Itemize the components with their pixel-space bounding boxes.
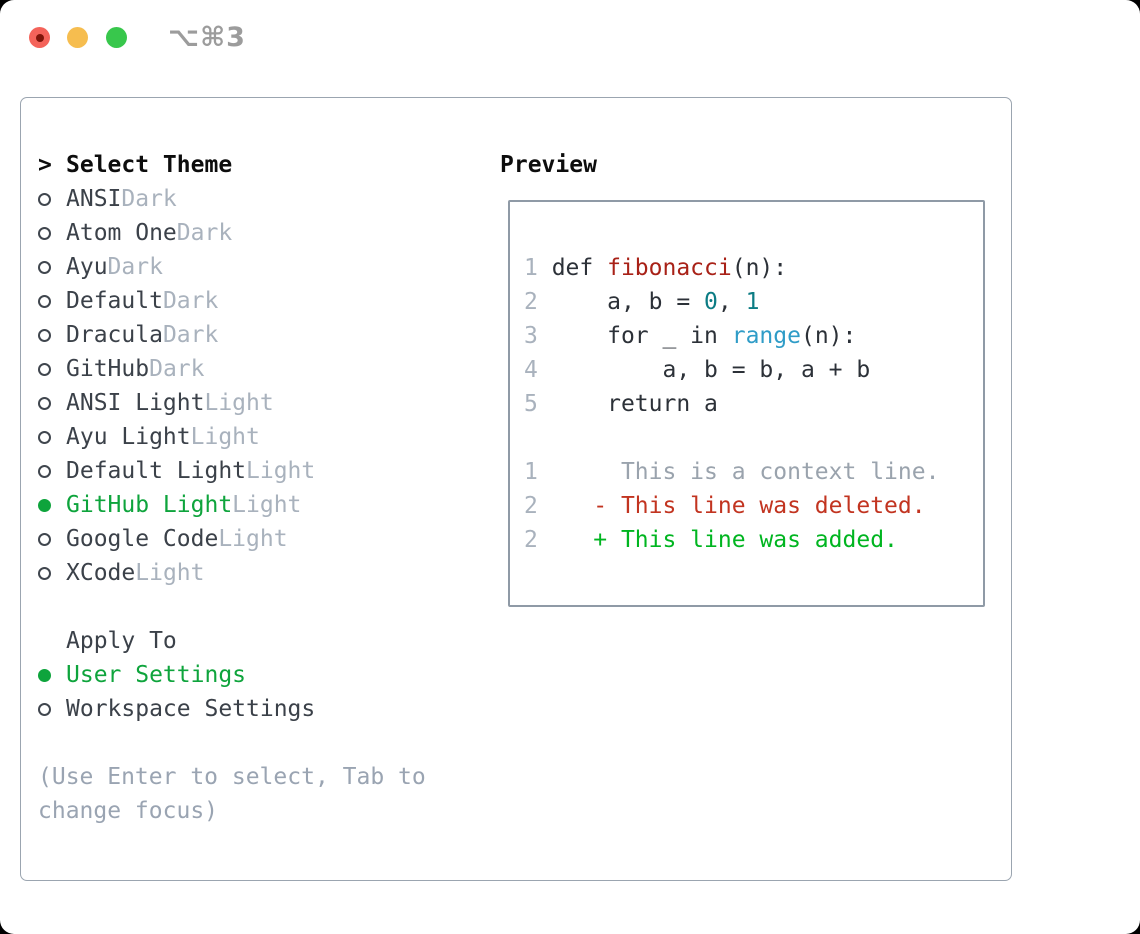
radio-icon [38, 702, 51, 716]
theme-option-github-light[interactable]: GitHub Light Light [38, 488, 478, 522]
radio-icon [38, 328, 51, 342]
radio-selected-icon [38, 498, 51, 512]
select-theme-title: Select Theme [66, 152, 233, 178]
spacer [38, 726, 478, 760]
option-label: Default Light [66, 458, 247, 484]
code-line: 5 return a [524, 391, 718, 417]
option-label: GitHub [66, 356, 150, 382]
option-label: Workspace Settings [66, 696, 316, 722]
option-variant-label: Dark [149, 356, 205, 382]
theme-option-ayu[interactable]: Ayu Dark [38, 250, 478, 284]
close-button[interactable] [29, 27, 50, 48]
radio-icon [38, 464, 51, 478]
radio-icon [38, 192, 51, 206]
option-variant-label: Light [135, 560, 205, 586]
option-variant-label: Dark [107, 254, 163, 280]
theme-option-dracula[interactable]: Dracula Dark [38, 318, 478, 352]
option-variant-label: Light [246, 458, 316, 484]
theme-option-atom-one[interactable]: Atom One Dark [38, 216, 478, 250]
apply-option-workspace-settings[interactable]: Workspace Settings [38, 692, 478, 726]
option-label: ANSI Light [66, 390, 205, 416]
option-label: Dracula [66, 322, 163, 348]
code-line: 4 a, b = b, a + b [524, 357, 871, 383]
option-variant-label: Light [218, 526, 288, 552]
theme-list: ANSI Dark Atom One Dark Ayu Dark Default Da… [38, 182, 478, 590]
radio-icon [38, 396, 51, 410]
theme-picker-panel [20, 97, 1012, 881]
radio-icon [38, 430, 51, 444]
option-label: Google Code [66, 526, 219, 552]
option-variant-label: Dark [121, 186, 177, 212]
select-theme-header: > Select Theme [38, 148, 478, 182]
option-label: Ayu [66, 254, 108, 280]
unsaved-changes-dot [35, 33, 44, 42]
apply-to-header: Apply To [38, 624, 478, 658]
option-label: GitHub Light [66, 492, 233, 518]
preview-code: 1 def fibonacci(n): 2 a, b = 0, 1 3 for _ … [524, 251, 939, 557]
apply-option-user-settings[interactable]: User Settings [38, 658, 478, 692]
radio-icon [38, 226, 51, 240]
apply-to-title: Apply To [66, 628, 177, 654]
theme-option-ansi[interactable]: ANSI Dark [38, 182, 478, 216]
apply-to-options: User Settings Workspace Settings [38, 658, 478, 726]
radio-icon [38, 294, 51, 308]
blank-line [524, 421, 939, 455]
keyboard-shortcut-label: ⌥⌘3 [168, 22, 246, 53]
radio-selected-icon [38, 668, 51, 682]
option-label: User Settings [66, 662, 247, 688]
option-label: ANSI [66, 186, 122, 212]
theme-option-github[interactable]: GitHub Dark [38, 352, 478, 386]
radio-icon [38, 362, 51, 376]
theme-list-column: > Select Theme ANSI Dark Atom One Dark Ayu… [38, 148, 478, 828]
option-variant-label: Dark [176, 220, 233, 246]
option-variant-label: Light [204, 390, 274, 416]
option-variant-label: Dark [162, 288, 219, 314]
title-bar: ⌥⌘3 [0, 0, 1140, 74]
radio-icon [38, 566, 51, 580]
theme-option-ansi-light[interactable]: ANSI Light Light [38, 386, 478, 420]
theme-option-google-code[interactable]: Google Code Light [38, 522, 478, 556]
radio-icon [38, 260, 51, 274]
option-label: Default [66, 288, 163, 314]
preview-title: Preview [500, 152, 597, 178]
keyboard-hint: (Use Enter to select, Tab to change focu… [38, 764, 426, 824]
diff-context-line: 1 This is a context line. [524, 459, 940, 485]
option-label: Ayu Light [66, 424, 191, 450]
option-variant-label: Dark [162, 322, 219, 348]
code-line: 3 for _ in range(n): [524, 323, 857, 349]
diff-deleted-line: 2 - This line was deleted. [524, 493, 926, 519]
diff-added-line: 2 + This line was added. [524, 527, 898, 553]
theme-option-default[interactable]: Default Dark [38, 284, 478, 318]
option-variant-label: Light [232, 492, 302, 518]
option-label: Atom One [66, 220, 177, 246]
code-line: 2 a, b = 0, 1 [524, 289, 760, 315]
option-label: XCode [66, 560, 136, 586]
theme-option-default-light[interactable]: Default Light Light [38, 454, 478, 488]
code-line: 1 def fibonacci(n): [524, 255, 788, 281]
radio-icon [38, 532, 51, 546]
spacer [38, 590, 478, 624]
cursor-icon: > [38, 152, 52, 178]
theme-option-ayu-light[interactable]: Ayu Light Light [38, 420, 478, 454]
zoom-button[interactable] [106, 27, 127, 48]
theme-option-xcode[interactable]: XCode Light [38, 556, 478, 590]
option-variant-label: Light [190, 424, 260, 450]
preview-box [508, 200, 985, 607]
minimize-button[interactable] [67, 27, 88, 48]
